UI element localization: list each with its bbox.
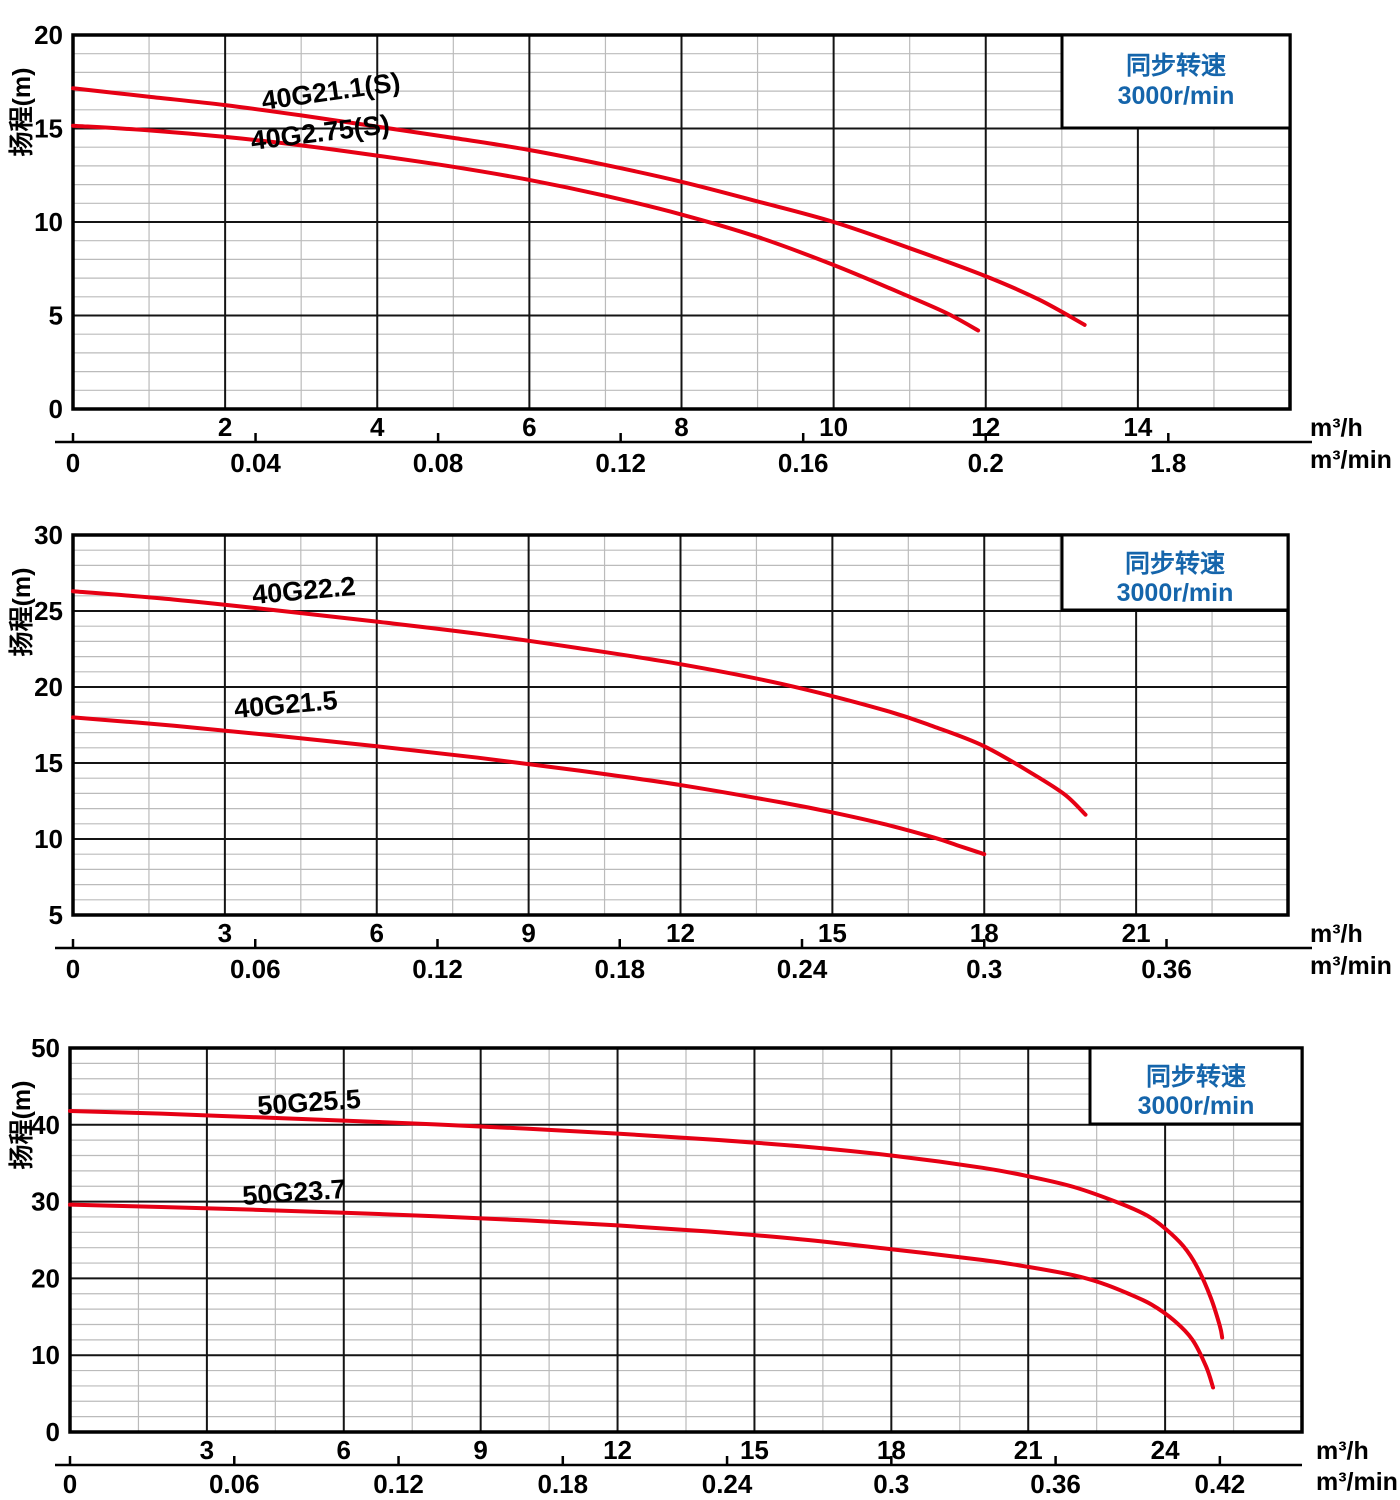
curve-label-50G23.7: 50G23.7 — [241, 1174, 346, 1211]
x-tick-label: 12 — [666, 918, 695, 948]
y-axis-title: 扬程(m) — [8, 1081, 36, 1170]
secondary-tick-label: 0.36 — [1030, 1469, 1081, 1499]
legend-sync-speed-label: 同步转速 — [1146, 1062, 1246, 1091]
secondary-tick-label: 0.12 — [373, 1469, 424, 1499]
legend-rpm-label: 3000r/min — [1117, 579, 1234, 607]
y-axis-title: 扬程(m) — [8, 568, 36, 657]
x-unit-secondary-label: m³/min — [1310, 952, 1392, 980]
x-tick-label: 6 — [522, 412, 536, 442]
pump-chart-1: 40G21.1(S)40G2.75(S)同步转速3000r/min0510152… — [8, 20, 1392, 478]
secondary-tick-label: 0.3 — [873, 1469, 909, 1499]
x-tick-label: 6 — [370, 918, 384, 948]
secondary-axis: 0 0.04 0.08 0.12 0.16 0.2 1.8 — [55, 433, 1312, 478]
legend-rpm-label: 3000r/min — [1118, 82, 1235, 110]
secondary-tick-label: 0.16 — [778, 448, 829, 478]
y-tick-label: 50 — [31, 1033, 60, 1063]
secondary-tick-label: 0.24 — [777, 954, 828, 984]
x-tick-label: 4 — [370, 412, 385, 442]
secondary-tick-label: 0 — [66, 954, 80, 984]
y-tick-label: 15 — [34, 748, 63, 778]
secondary-tick-label: 0.2 — [968, 448, 1004, 478]
curve-40G2.75(S) — [71, 123, 981, 333]
secondary-tick-label: 0.24 — [702, 1469, 753, 1499]
x-unit-primary-label: m³/h — [1310, 920, 1363, 948]
x-tick-label: 8 — [674, 412, 688, 442]
legend-sync-speed-label: 同步转速 — [1126, 51, 1226, 80]
curve-40G21.1(S) — [71, 86, 1087, 327]
x-tick-label: 14 — [1123, 412, 1152, 442]
x-tick-label: 3 — [218, 918, 232, 948]
y-tick-label: 15 — [34, 114, 63, 144]
legend-box — [1060, 33, 1292, 130]
x-unit-secondary-label: m³/min — [1316, 1468, 1398, 1496]
y-tick-label: 20 — [34, 20, 63, 50]
x-tick-label: 9 — [473, 1435, 487, 1465]
curve-label-40G22.2: 40G22.2 — [251, 571, 357, 610]
curve-50G25.5 — [68, 1108, 1225, 1340]
secondary-tick-label: 0.18 — [594, 954, 645, 984]
legend-sync-speed-label: 同步转速 — [1125, 549, 1225, 578]
curve-label-40G21.5: 40G21.5 — [233, 685, 339, 724]
plot-border — [68, 1046, 1304, 1434]
secondary-tick-label: 0.12 — [412, 954, 463, 984]
x-tick-label: 3 — [200, 1435, 214, 1465]
secondary-tick-label: 0 — [66, 448, 80, 478]
secondary-axis: 0 0.06 0.12 0.18 0.24 0.3 0.36 — [55, 939, 1312, 984]
y-tick-label: 40 — [31, 1110, 60, 1140]
secondary-tick-label: 1.8 — [1150, 448, 1186, 478]
secondary-tick-label: 0.06 — [230, 954, 281, 984]
x-unit-secondary-label: m³/min — [1310, 446, 1392, 474]
secondary-tick-label: 0.42 — [1195, 1469, 1246, 1499]
curve-label-50G25.5: 50G25.5 — [256, 1084, 361, 1121]
y-tick-label: 10 — [31, 1340, 60, 1370]
x-unit-primary-label: m³/h — [1316, 1437, 1369, 1465]
x-tick-label: 15 — [740, 1435, 769, 1465]
x-unit-primary-label: m³/h — [1310, 414, 1363, 442]
x-tick-label: 2 — [218, 412, 232, 442]
y-tick-label: 30 — [31, 1187, 60, 1217]
plot-border — [71, 533, 1290, 917]
secondary-tick-label: 0.3 — [966, 954, 1002, 984]
x-tick-label: 21 — [1122, 918, 1151, 948]
x-tick-label: 15 — [818, 918, 847, 948]
curve-label-40G21.1(S): 40G21.1(S) — [260, 67, 402, 116]
x-tick-label: 6 — [337, 1435, 351, 1465]
secondary-tick-label: 0.04 — [230, 448, 281, 478]
y-tick-label: 20 — [34, 672, 63, 702]
y-tick-label: 10 — [34, 207, 63, 237]
legend-box — [1060, 533, 1290, 612]
x-tick-label: 21 — [1014, 1435, 1043, 1465]
curve-50G23.7 — [68, 1202, 1216, 1390]
y-tick-label: 0 — [49, 394, 63, 424]
y-tick-label: 0 — [46, 1417, 60, 1447]
secondary-tick-label: 0.06 — [209, 1469, 260, 1499]
legend-rpm-label: 3000r/min — [1138, 1092, 1255, 1120]
secondary-tick-label: 0.36 — [1141, 954, 1192, 984]
secondary-axis: 0 0.06 0.12 0.18 0.24 0.3 0.36 0.42 — [55, 1456, 1302, 1499]
legend-box — [1088, 1046, 1304, 1126]
pump-chart-2: 40G22.240G21.5同步转速3000r/min51015202530扬程… — [8, 520, 1392, 984]
secondary-tick-label: 0.08 — [413, 448, 464, 478]
plot-border — [71, 33, 1292, 411]
y-tick-label: 5 — [49, 900, 63, 930]
y-tick-label: 20 — [31, 1263, 60, 1293]
x-tick-label: 24 — [1151, 1435, 1180, 1465]
secondary-tick-label: 0.12 — [595, 448, 646, 478]
y-axis-title: 扬程(m) — [8, 68, 36, 157]
pump-chart-3: 50G25.550G23.7同步转速3000r/min01020304050扬程… — [8, 1033, 1398, 1499]
y-tick-label: 25 — [34, 596, 63, 626]
x-tick-label: 10 — [819, 412, 848, 442]
y-tick-label: 5 — [49, 301, 63, 331]
x-tick-label: 12 — [603, 1435, 632, 1465]
x-tick-label: 9 — [521, 918, 535, 948]
curve-40G22.2 — [71, 589, 1088, 817]
secondary-tick-label: 0 — [63, 1469, 77, 1499]
y-tick-label: 30 — [34, 520, 63, 550]
major-gridlines — [70, 1048, 1302, 1432]
secondary-tick-label: 0.18 — [537, 1469, 588, 1499]
y-tick-label: 10 — [34, 824, 63, 854]
curve-40G21.5 — [71, 715, 987, 857]
